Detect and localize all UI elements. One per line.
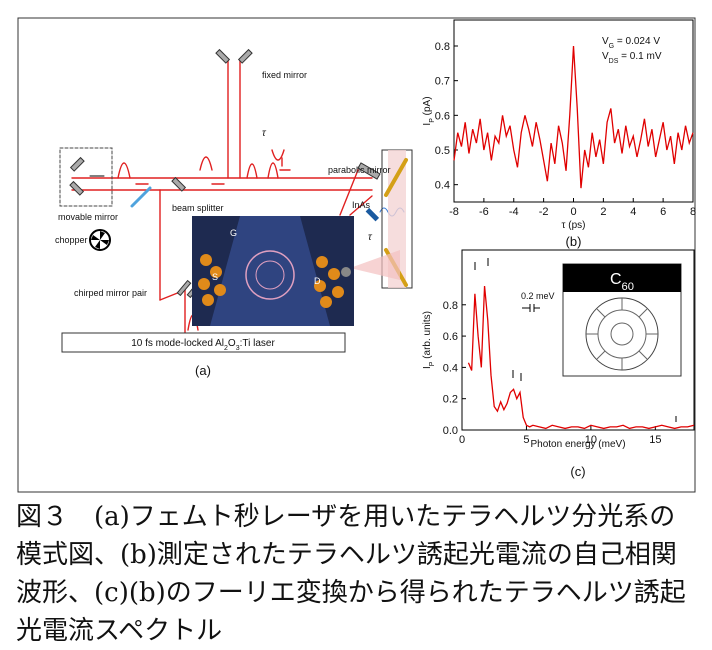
x-tick-label: 2 — [600, 206, 606, 218]
panel-label: (a) — [195, 363, 211, 378]
beam-splitter-label: beam splitter — [172, 203, 224, 213]
x-tick-label: 5 — [523, 434, 529, 446]
caption: 図３ (a)フェムト秒レーザを用いたテラヘルツ分光系の模式図、(b)測定されたテ… — [16, 498, 700, 650]
panel-label: (c) — [570, 464, 585, 479]
x-axis-label: Photon energy (meV) — [530, 439, 625, 450]
drain-label: D — [314, 276, 321, 286]
panel-label: (b) — [566, 234, 582, 249]
annotation: VDS = 0.1 mV — [602, 51, 662, 65]
chopper-label: chopper — [55, 235, 88, 245]
text-part: = 0.024 V — [614, 36, 660, 47]
x-tick-label: -4 — [509, 206, 519, 218]
figure: 10 fs mode-locked Al2O3:Ti laser (a) fix… — [0, 0, 712, 500]
frame — [18, 18, 695, 492]
y-tick-label: 0.6 — [443, 331, 458, 343]
text-part: = 0.1 mV — [618, 51, 661, 62]
x-tick-label: -8 — [449, 206, 459, 218]
y-tick-label: 0.7 — [435, 76, 450, 88]
resolution-label: 0.2 meV — [521, 291, 555, 301]
diagram: 10 fs mode-locked Al2O3:Ti laser (a) fix… — [55, 50, 412, 378]
subscript: DS — [609, 58, 619, 65]
x-tick-label: 0 — [459, 434, 465, 446]
subscript: 60 — [622, 281, 634, 293]
text-part: 10 fs mode-locked Al — [131, 338, 224, 349]
movable-box — [60, 148, 112, 206]
x-tick-label: 8 — [690, 206, 696, 218]
y-tick-label: 0.6 — [435, 110, 450, 122]
x-tick-label: -2 — [539, 206, 549, 218]
inas-label: InAs — [352, 200, 371, 210]
source-label: S — [212, 272, 218, 282]
x-tick-label: 6 — [660, 206, 666, 218]
y-tick-label: 0.0 — [443, 425, 458, 437]
y-tick-label: 0.5 — [435, 145, 450, 157]
x-tick-label: -6 — [479, 206, 489, 218]
delay-label: τ — [262, 128, 267, 139]
y-tick-label: 0.2 — [443, 394, 458, 406]
y-axis-label: IP (pA) — [422, 96, 436, 125]
gate-label: G — [230, 228, 237, 238]
y-tick-label: 0.8 — [443, 300, 458, 312]
chirped-mirror-label: chirped mirror pair — [74, 288, 147, 298]
page: 10 fs mode-locked Al2O3:Ti laser (a) fix… — [0, 0, 712, 641]
parabolic-mirror-label: parabolic mirror — [328, 165, 391, 175]
y-axis-label: IP (arb. units) — [422, 311, 436, 369]
x-tick-label: 0 — [570, 206, 576, 218]
x-axis-label: τ (ps) — [562, 220, 586, 231]
annotation: VG = 0.024 V — [602, 36, 660, 50]
movable-mirror-label: movable mirror — [58, 212, 118, 222]
data-line — [454, 46, 693, 188]
y-tick-label: 0.4 — [435, 180, 450, 192]
fixed-mirror-label: fixed mirror — [262, 70, 307, 80]
y-tick-label: 0.4 — [443, 362, 458, 374]
x-tick-label: 15 — [649, 434, 661, 446]
x-tick-label: 4 — [630, 206, 636, 218]
delay-label: τ — [368, 232, 373, 243]
text-part: (arb. units) — [422, 311, 433, 362]
inset: C60 — [563, 264, 681, 376]
text-part: :Ti laser — [240, 338, 276, 349]
text-part: (pA) — [422, 96, 433, 118]
y-tick-label: 0.8 — [435, 41, 450, 53]
text-part: C — [610, 271, 622, 288]
